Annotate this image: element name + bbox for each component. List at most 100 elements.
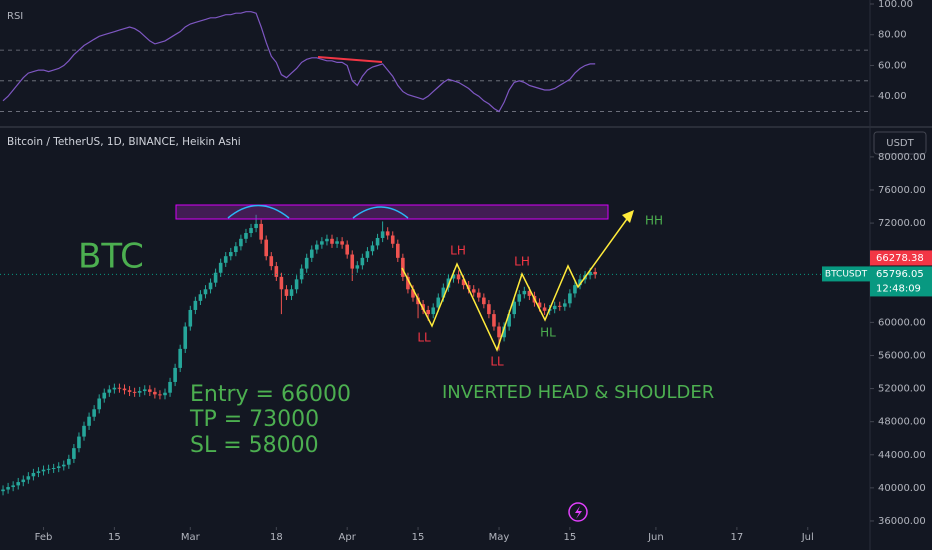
y-tick-label: 36000.00 (878, 516, 926, 527)
candle-body (16, 482, 21, 486)
candle-body (390, 235, 395, 244)
annotations: BTC Entry = 66000 TP = 73000 SL = 58000 … (78, 56, 714, 522)
candle-body (335, 241, 339, 244)
candle-body (137, 391, 142, 393)
candle-body (51, 468, 56, 470)
price-tag-label: 66278.38 (876, 253, 924, 264)
ticker-tag (822, 266, 870, 282)
rsi-line (2, 11, 596, 113)
candle-body (552, 305, 557, 310)
candle-body (279, 276, 284, 290)
candle-body (527, 290, 532, 296)
top-arc (227, 204, 290, 219)
candle-body (487, 304, 491, 315)
ticker-tag-label: BTCUSDT (825, 269, 868, 279)
candle-body (441, 287, 446, 298)
candle-body (142, 389, 147, 392)
candle-body (578, 279, 582, 286)
candle-body (132, 391, 137, 393)
divergence-line (317, 56, 383, 63)
candle-body (345, 244, 349, 255)
swing-label: HL (540, 326, 556, 340)
candle-body (299, 268, 304, 280)
candle-body (198, 294, 203, 301)
x-tick-label: 15 (564, 532, 577, 543)
candle-body (67, 458, 71, 465)
candle-body (304, 257, 309, 269)
y-tick-label: 72000.00 (878, 218, 926, 229)
candle-body (168, 381, 172, 393)
candle-body (259, 223, 263, 240)
x-tick-label: 17 (731, 532, 744, 543)
candle-body (456, 274, 461, 280)
x-tick-label: Apr (339, 532, 357, 543)
candle-body (158, 394, 162, 396)
candle-body (330, 238, 334, 244)
candle-body (218, 262, 223, 273)
candle-body (6, 487, 10, 490)
price-tag-label: 65796.05 (876, 269, 924, 280)
candle-body (11, 485, 15, 488)
candle-body (117, 387, 122, 389)
candle-body (77, 436, 81, 449)
candle-body (436, 297, 441, 308)
candle-body (41, 469, 46, 472)
candle-body (148, 389, 152, 392)
candle-body (269, 256, 274, 267)
candle-body (21, 479, 26, 483)
y-tick-label: 76000.00 (878, 185, 926, 196)
candle-body (421, 304, 425, 310)
x-tick-label: Mar (181, 532, 201, 543)
candle-body (178, 348, 182, 368)
candle-body (1, 489, 5, 492)
candle-body (36, 471, 41, 473)
swing-label: LL (490, 355, 504, 369)
y-tick-label: 80000.00 (878, 152, 926, 163)
candle-body (107, 389, 112, 393)
y-tick-label: 40.00 (878, 91, 907, 102)
candle-body (254, 223, 258, 229)
candle-body (223, 256, 228, 263)
symbol-header: Bitcoin / TetherUS, 1D, BINANCE, Heikin … (7, 136, 241, 148)
candle-body (203, 289, 208, 295)
y-tick-label: 44000.00 (878, 450, 926, 461)
event-icon-bolt (575, 506, 582, 519)
candle-body (411, 289, 415, 298)
candle-body (593, 271, 597, 275)
candle-body (228, 252, 233, 257)
swing-label: HH (645, 214, 663, 228)
candle-body (563, 303, 567, 307)
candle-body (502, 326, 506, 338)
candle-body (87, 416, 91, 426)
candle-body (102, 392, 107, 399)
candle-body (568, 293, 572, 304)
candle-body (482, 297, 486, 305)
candle-body (61, 464, 66, 467)
candle-body (294, 279, 299, 290)
candle-body (451, 274, 456, 279)
candle-body (26, 476, 31, 480)
x-tick-label: 15 (108, 532, 121, 543)
candle-body (122, 388, 127, 391)
candle-body (127, 390, 132, 392)
candle-body (497, 326, 501, 338)
y-tick-label: 100.00 (878, 0, 913, 10)
resistance-zone (175, 204, 609, 220)
arrow-head (622, 210, 634, 223)
x-tick-label: Jul (801, 532, 814, 543)
candle-body (360, 257, 365, 266)
swing-label: LL (417, 331, 431, 345)
candle-body (309, 249, 314, 258)
candle-body (188, 309, 193, 327)
price-tag (870, 250, 932, 266)
top-arc (352, 206, 409, 219)
event-icon[interactable] (568, 502, 588, 522)
swing-label: LH (450, 244, 466, 258)
candle-body (284, 289, 289, 296)
candle-body (431, 307, 436, 315)
swing-label: LH (514, 255, 530, 269)
y-tick-label: 60.00 (878, 60, 907, 71)
candle-body (340, 241, 344, 245)
candle-body (274, 266, 279, 277)
candle-body (153, 391, 157, 395)
